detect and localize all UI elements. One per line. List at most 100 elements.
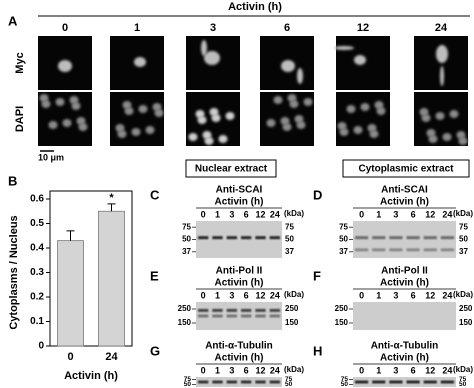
- nucleus: [131, 128, 141, 136]
- antibody-label: Anti-SCAI: [381, 185, 428, 196]
- nucleus: [48, 121, 58, 129]
- panel-a-title: Activin (h): [228, 1, 282, 13]
- panel-label: F: [313, 268, 321, 283]
- nucleus: [195, 110, 205, 118]
- lane-label: 1: [215, 365, 220, 375]
- band: [241, 308, 252, 312]
- nucleus: [154, 109, 164, 117]
- timepoint-label: 3: [210, 22, 216, 34]
- panel-label: C: [150, 187, 160, 202]
- band: [226, 380, 237, 384]
- micrograph: [110, 92, 164, 146]
- band: [255, 236, 266, 240]
- nucleus: [211, 114, 221, 122]
- nucleus: [442, 133, 452, 141]
- blot: [353, 221, 456, 258]
- condition-label: Activin (h): [380, 197, 429, 208]
- band: [355, 236, 369, 240]
- scale-bar-label: 10 μm: [38, 152, 64, 162]
- cell: [201, 40, 207, 56]
- error-bar: [107, 203, 116, 212]
- blot: [353, 377, 456, 387]
- band: [226, 314, 237, 318]
- nucleus: [145, 126, 155, 134]
- lane-label: 3: [229, 209, 234, 219]
- lane-label: 1: [215, 290, 220, 300]
- marker-left: 75: [339, 222, 348, 231]
- nucleus: [115, 124, 125, 132]
- panel-label: E: [150, 268, 159, 283]
- y-tick-label: 0: [38, 341, 44, 352]
- nucleus: [376, 107, 386, 115]
- condition-label: Activin (h): [380, 278, 429, 289]
- nucleus: [117, 130, 127, 138]
- marker-right: 75: [285, 376, 293, 383]
- row-label: Myc: [14, 52, 26, 73]
- marker-left: 37: [182, 247, 191, 256]
- lane-label: 6: [244, 290, 249, 300]
- band: [255, 308, 266, 312]
- timepoint-label: 6: [284, 22, 290, 34]
- nucleus: [188, 133, 198, 141]
- band: [406, 380, 420, 384]
- lane-label: 0: [201, 365, 206, 375]
- x-tick-label: 0: [67, 351, 73, 363]
- nucleus: [435, 112, 445, 120]
- band: [212, 236, 223, 240]
- cell: [281, 60, 295, 72]
- nucleus: [266, 119, 276, 127]
- blot: [353, 302, 456, 330]
- extract-header: Cytoplasmic extract: [358, 164, 454, 175]
- blot: [196, 302, 282, 330]
- extract-header-box: [342, 159, 470, 178]
- band: [198, 236, 209, 240]
- marker-left: 150: [178, 318, 192, 327]
- extract-header: Nuclear extract: [195, 164, 268, 175]
- panel-label: A: [8, 13, 18, 28]
- nucleus: [41, 100, 51, 108]
- band: [212, 314, 223, 318]
- nucleus: [76, 117, 86, 125]
- y-tick-label: 0.6: [30, 194, 44, 205]
- lane-label: 12: [425, 209, 435, 219]
- lane-label: 24: [270, 365, 280, 375]
- band: [440, 248, 454, 252]
- lane-label: 1: [376, 365, 381, 375]
- nucleus: [428, 135, 438, 143]
- marker-left: 75: [182, 222, 191, 231]
- nucleus: [296, 121, 306, 129]
- marker-right: 37: [459, 247, 468, 256]
- timepoint-label: 24: [435, 22, 448, 34]
- nucleus: [421, 114, 431, 122]
- band: [226, 236, 237, 240]
- nucleus: [138, 105, 148, 113]
- nucleus: [367, 124, 377, 132]
- marker-left: 50: [184, 381, 192, 388]
- band: [372, 248, 386, 252]
- lane-label: 1: [376, 209, 381, 219]
- nucleus: [369, 130, 379, 138]
- band: [241, 380, 252, 384]
- band: [440, 380, 454, 384]
- cell: [334, 46, 354, 50]
- nucleus: [294, 115, 304, 123]
- marker-left: 250: [335, 304, 349, 313]
- marker-left: 250: [178, 304, 192, 313]
- micrograph: [336, 92, 390, 146]
- lane-label: 12: [425, 290, 435, 300]
- lane-label: 12: [255, 209, 265, 219]
- bar: [57, 240, 84, 347]
- nucleus: [71, 102, 81, 110]
- marker-left: 50: [339, 235, 348, 244]
- y-axis-label: Cytoplasms / Nucleus: [8, 215, 20, 329]
- cell: [134, 57, 146, 67]
- lane-label: 3: [229, 365, 234, 375]
- lane-label: 24: [442, 365, 452, 375]
- nucleus: [339, 128, 349, 136]
- marker-left: 75: [184, 376, 192, 383]
- condition-label: Activin (h): [215, 197, 264, 208]
- nucleus: [69, 96, 79, 104]
- lane-label: 3: [393, 290, 398, 300]
- unit-label: (kDa): [284, 365, 304, 374]
- lane-label: 0: [359, 290, 364, 300]
